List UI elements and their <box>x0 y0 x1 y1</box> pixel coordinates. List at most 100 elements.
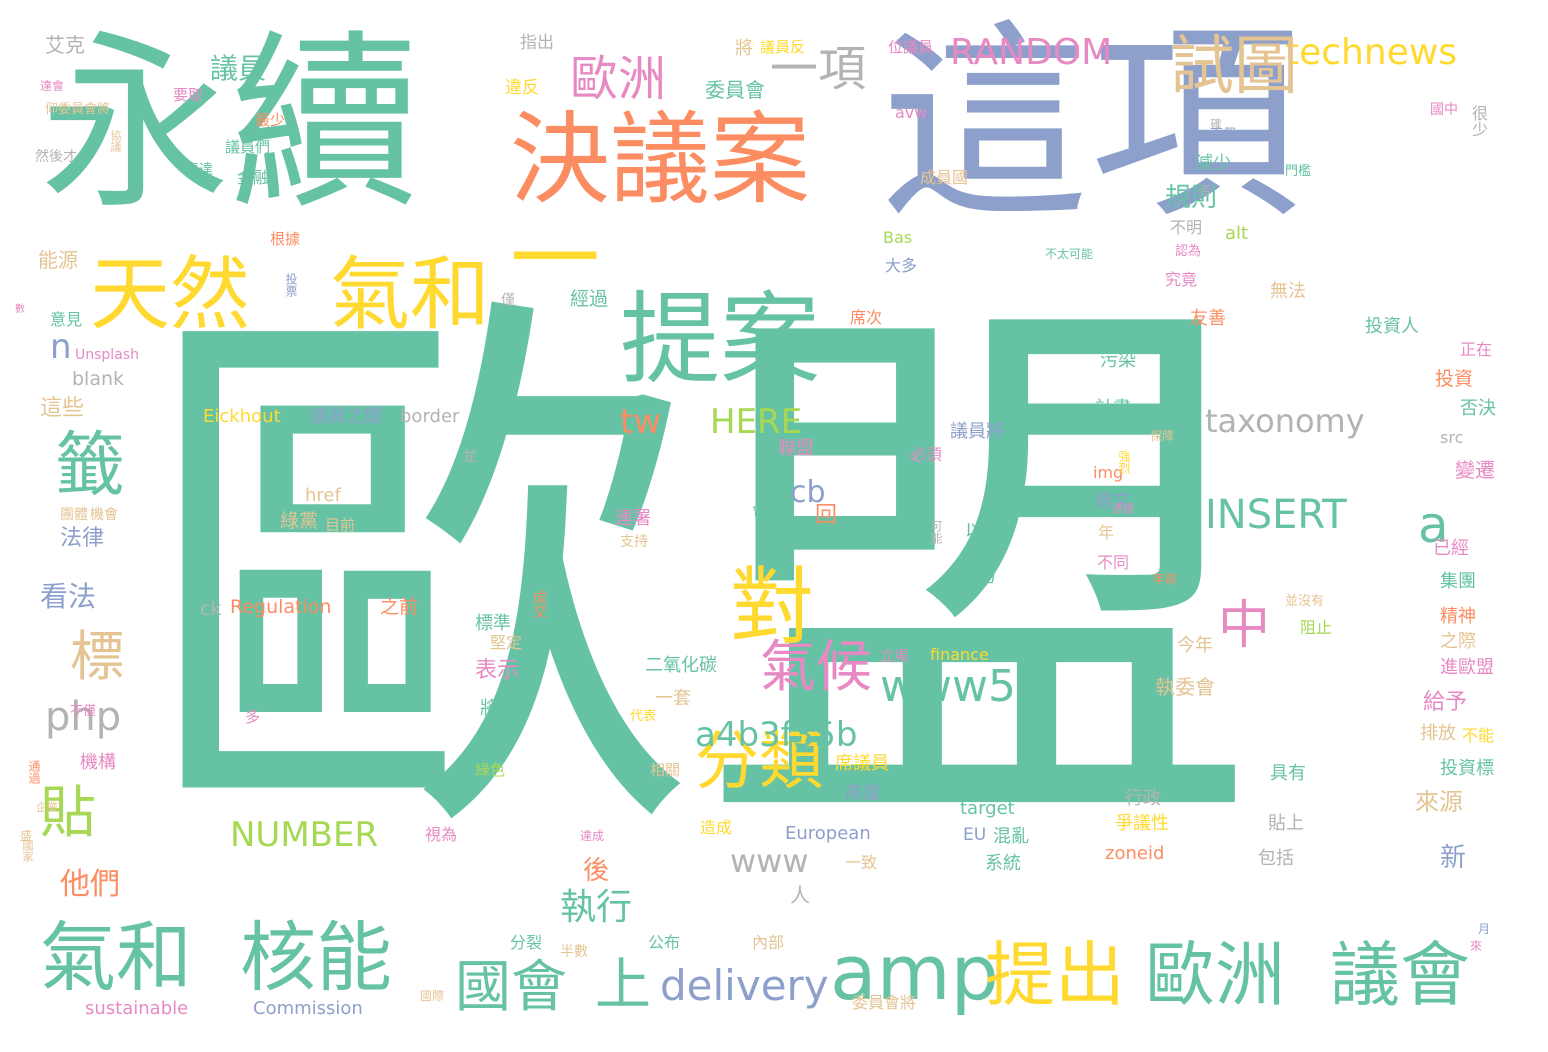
cloud-word: 表示 <box>475 658 520 683</box>
cloud-word: 來源 <box>1415 788 1463 816</box>
cloud-word: 友善 <box>1190 308 1226 329</box>
cloud-word: 相關 <box>650 761 681 779</box>
cloud-word: 一套 <box>655 688 691 709</box>
cloud-word: 天然 <box>90 248 250 341</box>
cloud-word: 將 <box>735 38 753 59</box>
cloud-word: 減少 <box>1195 153 1231 174</box>
cloud-word: 氣和 <box>40 913 192 1002</box>
cloud-word: 保障 <box>1150 429 1175 443</box>
cloud-word: 仰委員會將 <box>45 102 111 117</box>
cloud-word: 表達 <box>185 162 213 178</box>
cloud-word: 認為 <box>1175 244 1202 259</box>
cloud-word: 下個 <box>1210 127 1237 142</box>
cloud-word: 年前 <box>1153 572 1178 586</box>
cloud-word: 否 <box>1200 184 1211 197</box>
cloud-word: 達成 <box>580 829 605 843</box>
cloud-word: NUMBER <box>230 815 379 855</box>
cloud-word: 公布 <box>648 933 681 952</box>
cloud-word: 國家 <box>21 840 34 862</box>
cloud-word: 內部 <box>752 933 785 952</box>
cloud-word: 歐洲 <box>570 51 667 107</box>
cloud-word: 艾克 <box>45 33 85 57</box>
cloud-word: 造成 <box>700 818 733 837</box>
cloud-word: Unsplash <box>75 347 139 363</box>
cloud-word: 聯盟 <box>778 438 814 459</box>
cloud-word: European <box>785 823 871 844</box>
cloud-word: technews <box>1285 32 1458 73</box>
cloud-word: 給予 <box>1423 690 1468 715</box>
cloud-word: 不明 <box>1170 218 1203 237</box>
cloud-word: 僅 <box>499 292 515 306</box>
cloud-word: www <box>730 842 809 880</box>
cloud-word: HERE <box>710 402 803 442</box>
cloud-word: 這些 <box>40 396 85 421</box>
cloud-word: 並 <box>463 449 477 465</box>
cloud-word: 目前 <box>325 516 356 534</box>
cloud-word: src <box>1440 428 1464 447</box>
cloud-word: 對 <box>730 558 815 656</box>
cloud-word: Bas <box>883 228 913 247</box>
cloud-word: 門檻 <box>1285 164 1312 179</box>
cloud-word: 視為 <box>425 825 458 844</box>
cloud-word: 執委會 <box>1155 675 1215 699</box>
cloud-word: 污染 <box>1100 350 1136 371</box>
cloud-word: 努力 <box>960 566 996 587</box>
cloud-word: 投資人 <box>1365 316 1419 337</box>
cloud-word: 通過 <box>27 760 41 784</box>
cloud-word: 經過 <box>570 288 609 310</box>
cloud-word: 標準 <box>475 613 511 634</box>
cloud-word: 標 <box>70 625 124 688</box>
cloud-word: 國會 <box>455 955 567 1020</box>
cloud-word: 提出 <box>985 934 1125 1016</box>
cloud-word: 籤 <box>55 424 125 506</box>
cloud-word: 貼 <box>40 781 96 846</box>
cloud-word: 無法 <box>1270 281 1306 302</box>
cloud-word: 看法 <box>40 580 97 613</box>
cloud-word: 爭議性 <box>1115 813 1169 834</box>
cloud-word: 歐洲 <box>1145 934 1285 1016</box>
cloud-word: 分類 <box>695 725 823 799</box>
cloud-word: 具有 <box>1270 763 1306 784</box>
cloud-word: 最少 <box>255 111 286 129</box>
cloud-word: 可能 <box>929 520 943 544</box>
cloud-word: 多 <box>245 708 261 726</box>
cloud-word: ck <box>200 598 222 620</box>
cloud-word: n <box>50 327 72 367</box>
cloud-word: a4b3f35b <box>695 715 858 755</box>
cloud-word: 決議案 <box>510 101 810 218</box>
cloud-word: 數 <box>15 304 25 315</box>
cloud-word: 確 <box>1209 118 1222 129</box>
cloud-word: EU <box>963 825 987 845</box>
cloud-word: 將近 <box>480 698 516 719</box>
cloud-word: INSERT <box>1205 492 1347 538</box>
cloud-word: 根據 <box>270 230 301 248</box>
cloud-word: 達會 <box>40 79 65 93</box>
cloud-word: blank <box>72 368 125 390</box>
cloud-word: 不僅 <box>70 704 97 719</box>
cloud-word: border <box>400 406 460 427</box>
cloud-word: 半數 <box>560 944 588 960</box>
cloud-word: 試圖 <box>1170 30 1298 104</box>
cloud-word: 堅定 <box>490 633 523 652</box>
cloud-word: 究竟 <box>1165 270 1198 289</box>
cloud-word: 核能 <box>240 913 392 1002</box>
cloud-word: cb <box>790 475 826 510</box>
cloud-word: 來 <box>1470 939 1483 953</box>
cloud-word: 企業 <box>36 801 58 814</box>
cloud-word: 已經 <box>1433 538 1469 559</box>
cloud-word: 議員反 <box>760 38 806 56</box>
cloud-word: taxonomy <box>1205 402 1365 440</box>
cloud-word: 席議員 <box>835 753 889 774</box>
cloud-word: 提案 <box>620 281 820 398</box>
cloud-word: 協議 <box>109 130 122 152</box>
cloud-word: 爭論 <box>480 728 516 749</box>
cloud-word: 位議員 <box>888 38 934 56</box>
cloud-word: 高度 <box>845 783 881 804</box>
cloud-word: 排放 <box>1420 723 1456 744</box>
cloud-word: 否決 <box>1460 398 1496 419</box>
cloud-word: 精神 <box>1440 606 1476 627</box>
cloud-word: 人 <box>790 883 810 907</box>
cloud-word: 二氧化碳 <box>645 655 717 676</box>
cloud-word: 大多 <box>885 256 918 275</box>
cloud-word: a <box>1418 496 1449 554</box>
